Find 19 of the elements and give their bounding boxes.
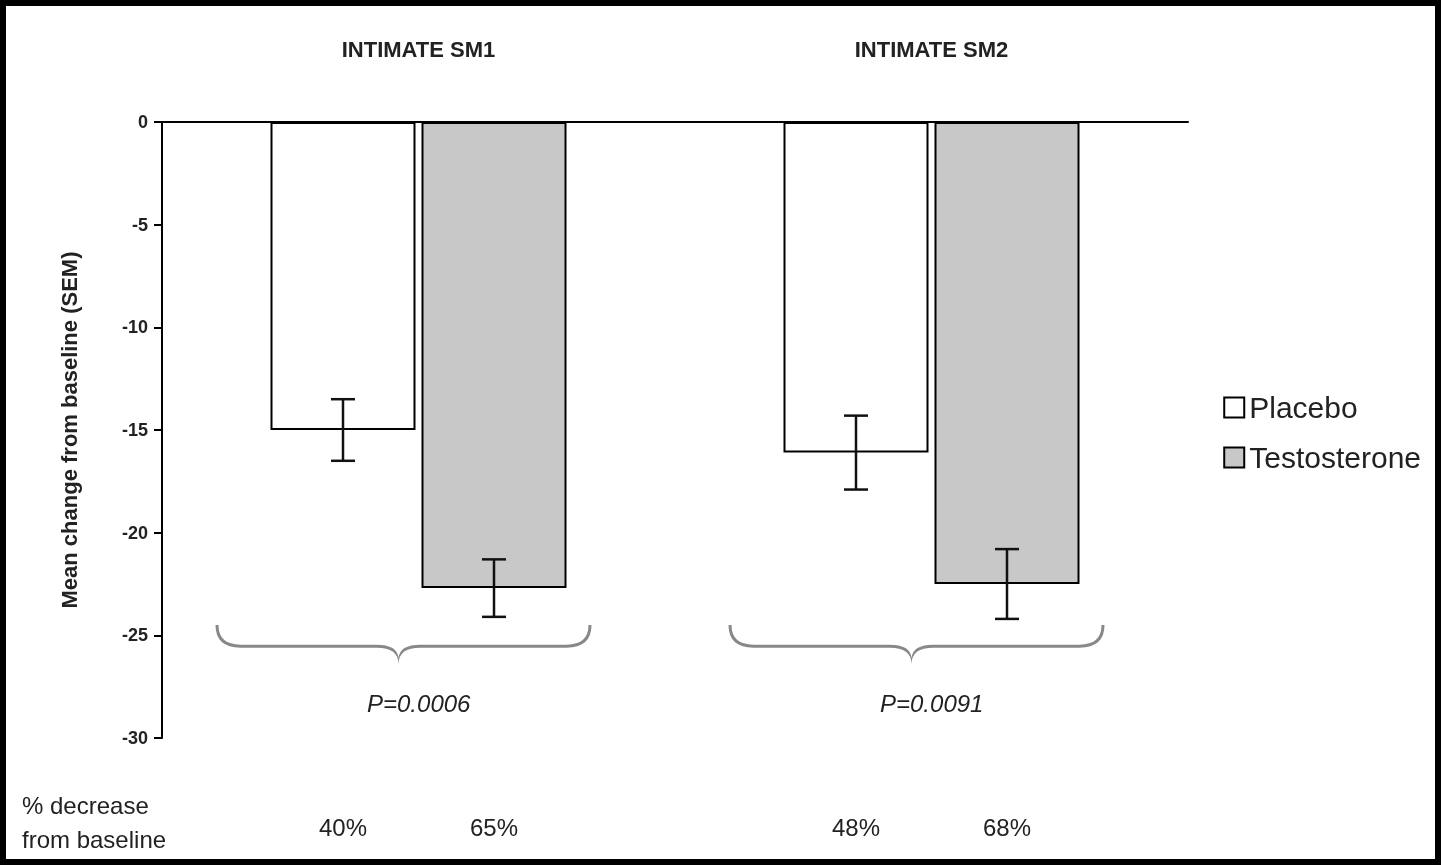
annotation: P=0.0006 xyxy=(367,689,471,719)
legend-label: Placebo xyxy=(1249,391,1358,424)
text: 40% xyxy=(319,813,368,843)
y-tick-label: -5 xyxy=(131,214,148,235)
y-tick-label: -25 xyxy=(121,625,148,646)
text: 48% xyxy=(832,813,881,843)
text: % decrease from baseline xyxy=(22,791,167,855)
y-tick-label: 0 xyxy=(137,112,148,132)
y-tick-label: -20 xyxy=(121,522,148,543)
y-tick-label: -30 xyxy=(121,728,148,748)
x-tick-label: INTIMATE SM1 xyxy=(341,36,496,62)
legend-label: Testosterone xyxy=(1249,441,1422,474)
y-tick-label: -10 xyxy=(121,317,148,338)
y-tick-label: -15 xyxy=(121,420,148,440)
text: 65% xyxy=(470,813,519,843)
x-tick-label: INTIMATE SM2 xyxy=(854,36,1009,62)
text: 68% xyxy=(983,813,1032,843)
y-axis-title: Mean change from baseline (SEM) xyxy=(56,251,82,609)
annotation: P=0.0091 xyxy=(880,689,984,719)
